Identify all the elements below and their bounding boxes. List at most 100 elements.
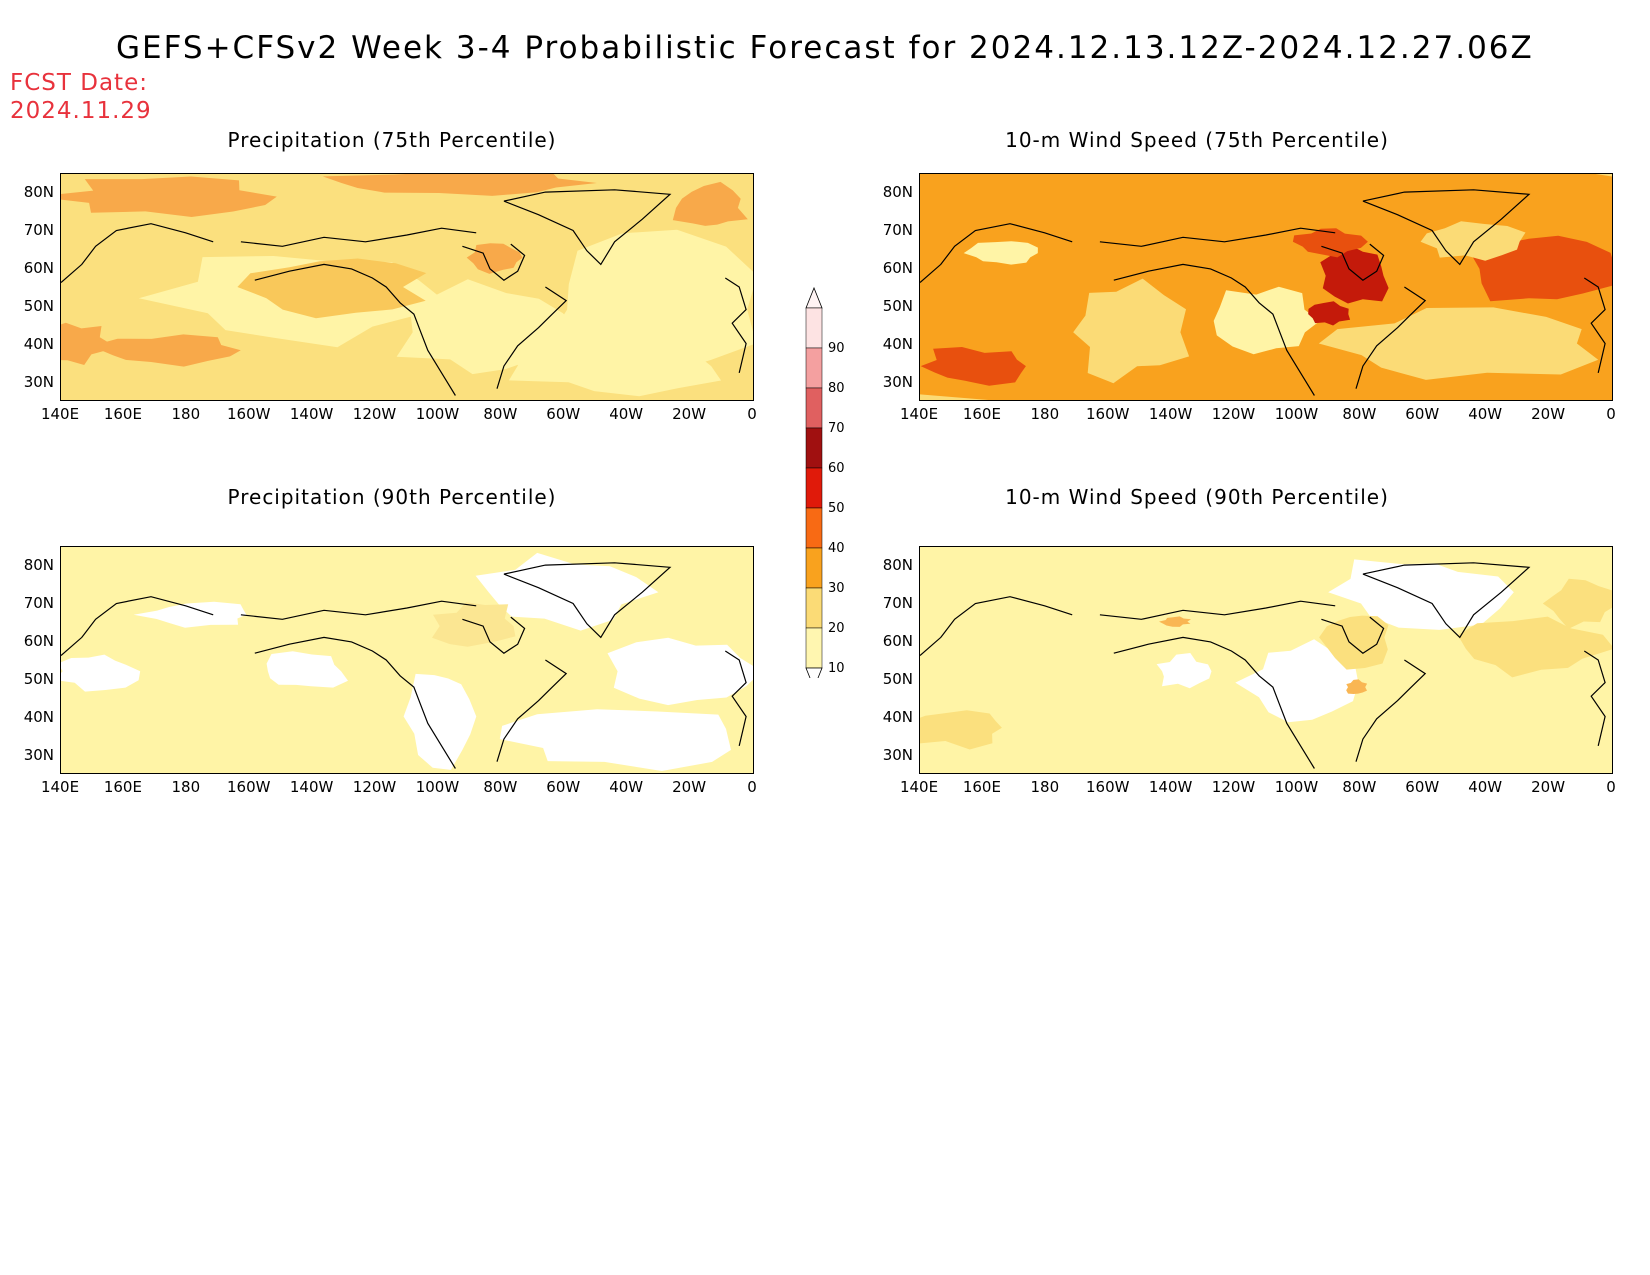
- coastline: [1362, 562, 1531, 639]
- lon-tick-label: 140E: [899, 405, 939, 423]
- map-precip-75: [60, 173, 754, 401]
- probability-contour: [475, 552, 659, 631]
- coastline: [61, 223, 214, 283]
- probability-contour: [499, 709, 731, 771]
- coastline: [1355, 286, 1427, 389]
- lon-tick-label: 20W: [672, 405, 707, 423]
- probability-contour: [61, 654, 141, 692]
- lon-tick-label: 160W: [226, 405, 271, 423]
- lon-tick-label: 160E: [103, 778, 142, 796]
- lon-tick-label: 80W: [483, 778, 518, 796]
- colorbar-segment: [805, 307, 823, 349]
- figure-title: GEFS+CFSv2 Week 3-4 Probabilistic Foreca…: [116, 30, 1534, 66]
- colorbar-segment: [805, 387, 823, 429]
- lon-tick-label: 120W: [1211, 778, 1256, 796]
- probability-contour: [508, 336, 722, 397]
- coastline: [240, 227, 477, 247]
- probability-contour: [1235, 639, 1359, 723]
- colorbar-segment: [805, 587, 823, 629]
- coastline: [724, 650, 747, 747]
- coastline: [920, 223, 1073, 283]
- map-canvas: [61, 547, 753, 773]
- lat-tick-label: 60N: [23, 258, 54, 277]
- lon-tick-label: 0: [1606, 405, 1616, 423]
- coastline: [254, 636, 456, 769]
- probability-contour: [1319, 615, 1389, 670]
- coastline: [724, 277, 747, 374]
- colorbar-tick-label: 50: [828, 501, 845, 516]
- coastline: [496, 659, 568, 762]
- lat-tick-label: 50N: [23, 670, 54, 689]
- lon-tick-label: 160W: [1085, 405, 1130, 423]
- probability-contour: [98, 334, 241, 367]
- colorbar-tick-label: 40: [828, 541, 845, 556]
- lon-tick-label: 160E: [103, 405, 142, 423]
- lon-tick-label: 0: [1606, 778, 1616, 796]
- lon-tick-label: 140W: [1148, 405, 1193, 423]
- probability-contour: [672, 181, 748, 226]
- probability-contour: [61, 322, 111, 365]
- colorbar-tick-label: 10: [828, 661, 845, 676]
- lon-tick-label: 100W: [1274, 778, 1319, 796]
- lon-tick-label: 180: [171, 405, 201, 423]
- map-canvas: [920, 547, 1612, 773]
- probability-contour: [963, 241, 1038, 265]
- lon-tick-label: 160W: [1085, 778, 1130, 796]
- lon-tick-label: 160W: [226, 778, 271, 796]
- colorbar-segment: [805, 627, 823, 669]
- coastline: [1321, 243, 1385, 281]
- map-wind-90: [919, 546, 1613, 774]
- coastline: [1355, 659, 1427, 762]
- lat-tick-label: 60N: [23, 631, 54, 650]
- map-wind-75: [919, 173, 1613, 401]
- coastline: [1321, 616, 1385, 654]
- lon-tick-label: 100W: [415, 405, 460, 423]
- coastline: [503, 562, 672, 639]
- lon-tick-label: 60W: [546, 405, 581, 423]
- forecast-date-label: FCST Date:: [10, 70, 148, 96]
- lon-tick-label: 100W: [415, 778, 460, 796]
- map-canvas: [61, 174, 753, 400]
- probability-contour: [1292, 228, 1368, 258]
- lat-tick-label: 40N: [882, 334, 913, 353]
- coastline: [240, 600, 477, 620]
- probability-contour: [322, 174, 597, 196]
- coastline: [1583, 277, 1606, 374]
- lon-tick-label: 20W: [672, 778, 707, 796]
- lat-tick-label: 80N: [23, 183, 54, 202]
- lon-tick-label: 160E: [962, 405, 1001, 423]
- probability-contour: [466, 243, 523, 274]
- lat-tick-label: 80N: [882, 183, 913, 202]
- probability-contour: [1159, 616, 1191, 627]
- colorbar-cap-top: [805, 286, 823, 309]
- coastline: [496, 286, 568, 389]
- lat-tick-label: 30N: [23, 746, 54, 765]
- coastline: [1099, 600, 1336, 620]
- coastline: [1583, 650, 1606, 747]
- lat-tick-label: 40N: [23, 334, 54, 353]
- lon-tick-label: 40W: [1468, 778, 1503, 796]
- map-precip-90: [60, 546, 754, 774]
- lon-tick-label: 100W: [1274, 405, 1319, 423]
- map-canvas: [920, 174, 1612, 400]
- probability-contour: [920, 710, 1002, 750]
- colorbar-cap-bottom: [805, 667, 823, 678]
- lon-tick-label: 0: [747, 405, 757, 423]
- probability-contour: [1457, 616, 1612, 678]
- lat-tick-label: 30N: [882, 373, 913, 392]
- colorbar-tick-label: 30: [828, 581, 845, 596]
- colorbar-segment: [805, 347, 823, 389]
- lon-tick-label: 180: [171, 778, 201, 796]
- colorbar-segment: [805, 507, 823, 549]
- lat-tick-label: 60N: [882, 258, 913, 277]
- colorbar-tick-label: 20: [828, 621, 845, 636]
- lat-tick-label: 70N: [882, 593, 913, 612]
- lon-tick-label: 80W: [1342, 405, 1377, 423]
- colorbar-tick-label: 60: [828, 461, 845, 476]
- lon-tick-label: 120W: [352, 778, 397, 796]
- coastline: [1113, 636, 1315, 769]
- colorbar-segment: [805, 547, 823, 589]
- probability-contour: [920, 347, 1026, 386]
- lon-tick-label: 160E: [962, 778, 1001, 796]
- lat-tick-label: 30N: [882, 746, 913, 765]
